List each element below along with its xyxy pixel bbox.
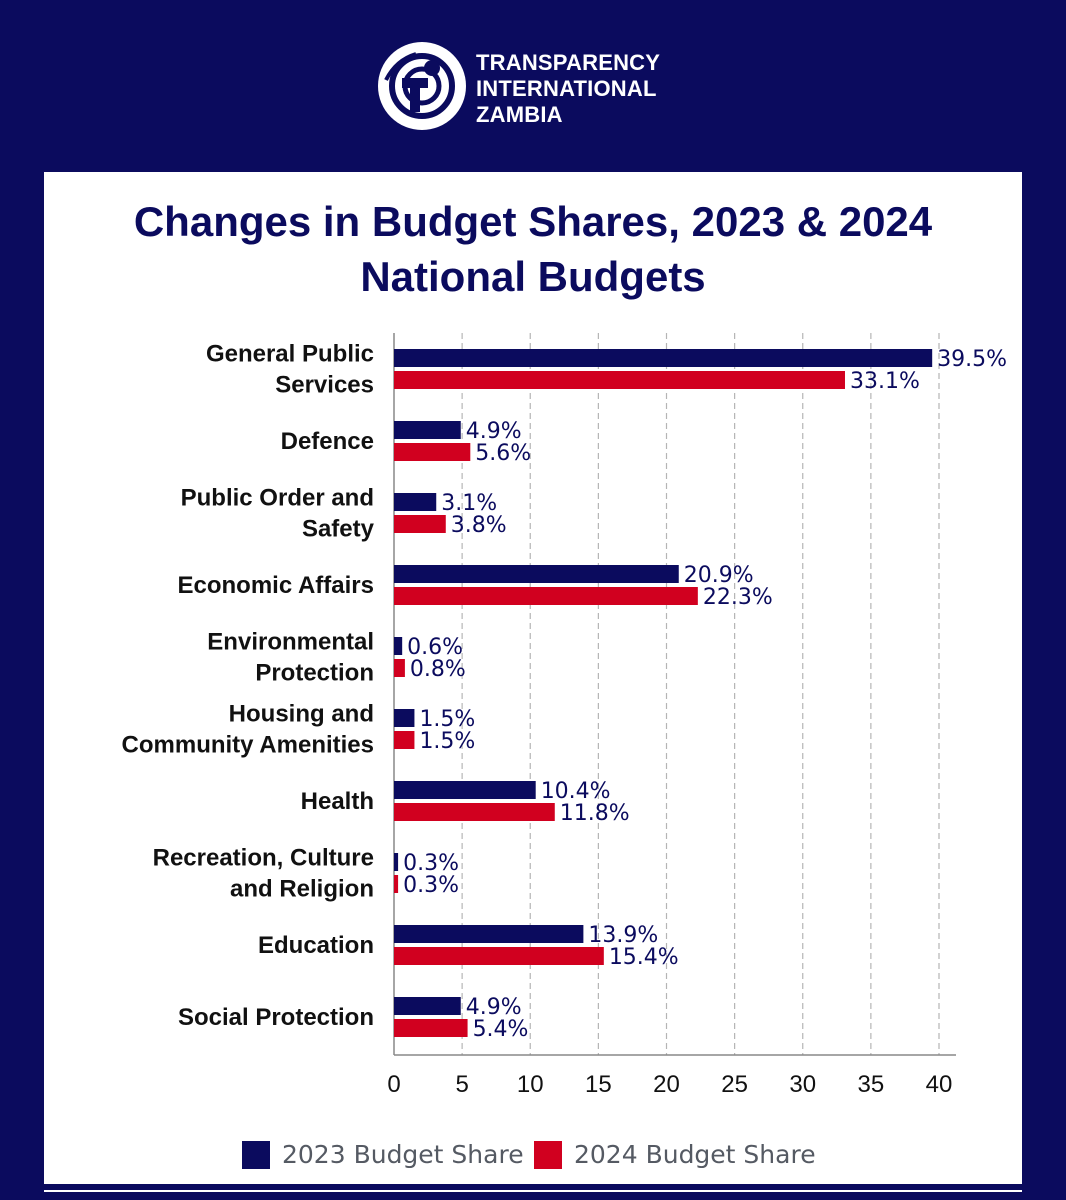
- x-tick-label-40: 40: [926, 1071, 953, 1098]
- category-label-0-line-0: General Public: [206, 341, 374, 368]
- data-label-2023-2: 3.1%: [441, 491, 497, 516]
- category-label-2-line-1: Safety: [302, 516, 375, 543]
- bar-2023-7: [394, 853, 399, 871]
- bar-2023-1: [394, 421, 461, 439]
- category-label-5-line-1: Community Amenities: [122, 732, 374, 759]
- data-label-2024-4: 0.8%: [410, 657, 466, 682]
- bar-2023-5: [394, 709, 415, 727]
- category-label-2-line-0: Public Order and: [181, 485, 374, 512]
- org-line-3: ZAMBIA: [476, 102, 563, 127]
- chart-legend: 2023 Budget Share 2024 Budget Share: [44, 1140, 1022, 1170]
- bar-2024-8: [394, 947, 604, 965]
- x-tick-label-10: 10: [517, 1071, 544, 1098]
- transparency-international-logo: [378, 42, 466, 130]
- legend-label-2023: 2023 Budget Share: [282, 1140, 524, 1169]
- bar-2023-6: [394, 781, 536, 799]
- x-tick-label-0: 0: [387, 1071, 400, 1098]
- org-name: TRANSPARENCY INTERNATIONAL ZAMBIA: [476, 50, 660, 128]
- bar-2024-9: [394, 1019, 468, 1037]
- category-label-0-line-1: Services: [275, 372, 374, 399]
- category-label-8-line-0: Education: [258, 932, 374, 959]
- data-label-2024-6: 11.8%: [560, 801, 630, 826]
- bottom-divider: [44, 1190, 1022, 1192]
- data-label-2023-6: 10.4%: [541, 779, 611, 804]
- category-label-5-line-0: Housing and: [229, 701, 374, 728]
- bar-2023-4: [394, 637, 403, 655]
- category-label-4: Environmental Protection: [207, 629, 374, 687]
- chart-title: Changes in Budget Shares, 2023 & 2024 Na…: [44, 194, 1022, 304]
- category-label-0: General Public Services: [206, 341, 374, 399]
- legend-item-2024: 2024 Budget Share: [534, 1140, 816, 1169]
- data-label-2023-4: 0.6%: [407, 635, 463, 660]
- legend-swatch-2023: [242, 1140, 270, 1169]
- bar-2024-7: [394, 875, 399, 893]
- category-label-1-line-0: Defence: [281, 428, 374, 455]
- category-label-3: Economic Affairs: [178, 572, 375, 599]
- category-label-3-line-0: Economic Affairs: [178, 572, 375, 599]
- category-label-6: Health: [301, 788, 374, 815]
- data-label-2023-7: 0.3%: [403, 851, 459, 876]
- legend-label-2024: 2024 Budget Share: [574, 1140, 816, 1169]
- data-label-2023-3: 20.9%: [684, 563, 754, 588]
- data-label-2024-8: 15.4%: [609, 945, 679, 970]
- x-tick-label-25: 25: [721, 1071, 748, 1098]
- org-line-2: INTERNATIONAL: [476, 76, 657, 101]
- legend-item-2023: 2023 Budget Share: [242, 1140, 524, 1169]
- bar-2024-6: [394, 803, 555, 821]
- category-label-6-line-0: Health: [301, 788, 374, 815]
- chart-title-line-2: National Budgets: [360, 253, 706, 300]
- data-label-2024-7: 0.3%: [403, 873, 459, 898]
- legend-swatch-2024: [534, 1140, 562, 1169]
- bar-chart: 0 5 10 15 20 25 30 35 40 General Public Services De…: [122, 333, 1007, 1098]
- x-tick-label-15: 15: [585, 1071, 612, 1098]
- org-line-1: TRANSPARENCY: [476, 50, 661, 75]
- category-label-2: Public Order and Safety: [181, 485, 375, 543]
- data-label-2023-0: 39.5%: [937, 347, 1007, 372]
- bar-2024-3: [394, 587, 698, 605]
- bar-2024-1: [394, 443, 471, 461]
- bar-2023-8: [394, 925, 584, 943]
- data-label-2024-1: 5.6%: [475, 441, 531, 466]
- bar-2024-2: [394, 515, 446, 533]
- chart-panel: Changes in Budget Shares, 2023 & 2024 Na…: [44, 172, 1022, 1184]
- category-label-8: Education: [258, 932, 374, 959]
- category-label-7-line-0: Recreation, Culture: [153, 845, 374, 872]
- x-tick-label-35: 35: [858, 1071, 885, 1098]
- category-label-4-line-0: Environmental: [207, 629, 374, 656]
- category-label-9: Social Protection: [178, 1004, 374, 1031]
- bar-2024-0: [394, 371, 845, 389]
- header: TRANSPARENCY INTERNATIONAL ZAMBIA: [0, 0, 1066, 172]
- data-label-2024-2: 3.8%: [451, 513, 507, 538]
- bar-2023-9: [394, 997, 461, 1015]
- data-label-2023-1: 4.9%: [466, 419, 522, 444]
- data-label-2024-9: 5.4%: [473, 1017, 529, 1042]
- category-label-1: Defence: [281, 428, 374, 455]
- bar-2023-2: [394, 493, 437, 511]
- data-label-2024-3: 22.3%: [703, 585, 773, 610]
- data-label-2023-5: 1.5%: [419, 707, 475, 732]
- chart-title-line-1: Changes in Budget Shares, 2023 & 2024: [133, 198, 933, 245]
- category-label-5: Housing and Community Amenities: [122, 701, 374, 759]
- data-label-2023-8: 13.9%: [588, 923, 658, 948]
- bar-2024-4: [394, 659, 405, 677]
- x-tick-label-20: 20: [653, 1071, 680, 1098]
- category-label-4-line-1: Protection: [255, 660, 374, 687]
- bar-2023-3: [394, 565, 679, 583]
- category-label-7-line-1: and Religion: [230, 876, 374, 903]
- bar-2024-5: [394, 731, 415, 749]
- x-tick-label-5: 5: [455, 1071, 468, 1098]
- data-label-2023-9: 4.9%: [466, 995, 522, 1020]
- bar-2023-0: [394, 349, 933, 367]
- x-tick-label-30: 30: [789, 1071, 816, 1098]
- category-label-7: Recreation, Culture and Religion: [153, 845, 374, 903]
- data-label-2024-5: 1.5%: [419, 729, 475, 754]
- data-label-2024-0: 33.1%: [850, 369, 920, 394]
- category-label-9-line-0: Social Protection: [178, 1004, 374, 1031]
